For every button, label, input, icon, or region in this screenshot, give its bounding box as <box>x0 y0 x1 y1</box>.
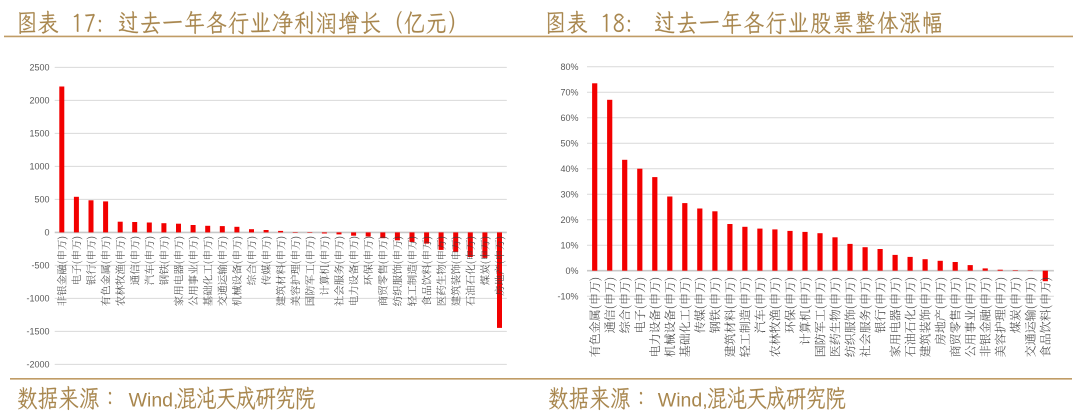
svg-text:30%: 30% <box>560 189 578 199</box>
svg-text:40%: 40% <box>560 164 578 174</box>
svg-text:2500: 2500 <box>29 63 49 73</box>
svg-text:-1000: -1000 <box>26 294 49 304</box>
svg-text:70%: 70% <box>560 87 578 97</box>
svg-text:60%: 60% <box>560 113 578 123</box>
svg-text:80%: 80% <box>560 62 578 72</box>
svg-text:Wind,: Wind, <box>658 390 708 412</box>
svg-text:2000: 2000 <box>29 96 49 106</box>
svg-text:500: 500 <box>34 195 49 205</box>
svg-text:-10%: -10% <box>557 291 578 301</box>
svg-text:-1500: -1500 <box>26 327 49 337</box>
svg-text:50%: 50% <box>560 138 578 148</box>
svg-text:0%: 0% <box>565 266 578 276</box>
svg-text:10%: 10% <box>560 240 578 250</box>
svg-text:-2000: -2000 <box>26 360 49 370</box>
svg-text:Wind,: Wind, <box>129 390 179 412</box>
svg-text:20%: 20% <box>560 215 578 225</box>
svg-text:1000: 1000 <box>29 162 49 172</box>
svg-text:-500: -500 <box>31 261 49 271</box>
svg-text:1500: 1500 <box>29 129 49 139</box>
svg-text:0: 0 <box>44 228 49 238</box>
